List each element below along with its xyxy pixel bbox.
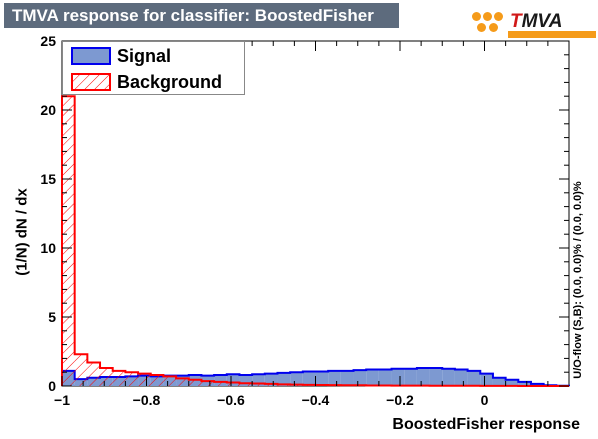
logo-dot	[489, 23, 498, 32]
x-tick-label: 0	[481, 392, 489, 408]
background-bin	[138, 373, 151, 386]
background-bin	[163, 376, 177, 386]
background-bin	[239, 383, 253, 386]
signal-bin	[302, 371, 316, 386]
background-bin	[74, 354, 88, 386]
signal-bin	[391, 368, 405, 386]
background-series-line	[61, 95, 569, 387]
legend-entry-background: Background	[71, 72, 222, 92]
signal-bin	[442, 368, 455, 386]
legend-entry-signal: Signal	[71, 46, 171, 66]
background-bin	[226, 382, 240, 386]
logo-dot	[472, 12, 481, 21]
signal-bin	[505, 379, 519, 386]
signal-bin	[518, 381, 531, 386]
x-tick-label: −0.8	[133, 392, 161, 408]
signal-bin	[328, 370, 341, 386]
signal-bin	[416, 368, 430, 386]
signal-bin	[454, 369, 468, 386]
signal-bin	[264, 373, 278, 386]
x-axis-label: BoostedFisher response	[392, 416, 580, 433]
y-tick-label: 10	[40, 240, 56, 256]
y-tick-label: 20	[40, 102, 56, 118]
legend-label-signal: Signal	[117, 45, 172, 66]
x-tick-label: −0.2	[386, 392, 414, 408]
signal-bin	[480, 373, 493, 386]
background-bin	[100, 368, 113, 386]
signal-bin	[378, 369, 392, 386]
background-bin	[252, 383, 265, 386]
logo-dot	[483, 12, 492, 21]
y-tick-label: 0	[48, 378, 56, 394]
signal-bin	[340, 370, 354, 386]
legend-label-background: Background	[117, 71, 223, 92]
y-axis-label: (1/N) dN / dx	[13, 188, 31, 276]
signal-bin	[277, 372, 291, 386]
y-tick-label: 15	[40, 171, 56, 187]
background-bin	[62, 96, 75, 386]
signal-bin	[239, 374, 253, 386]
signal-bin	[290, 372, 303, 386]
logo-text: TMVA	[510, 11, 562, 33]
background-bin	[214, 381, 227, 386]
x-tick-label: −0.6	[217, 392, 245, 408]
legend: Signal Background	[62, 41, 245, 95]
tmva-logo: TMVA	[470, 8, 596, 38]
background-bin	[176, 378, 189, 386]
chart-title: TMVA response for classifier: BoostedFis…	[4, 3, 399, 28]
background-bin	[201, 381, 215, 386]
signal-bin	[404, 368, 417, 386]
background-bin	[264, 383, 278, 386]
signal-bin	[226, 374, 240, 386]
background-bin	[112, 370, 126, 386]
signal-bin	[252, 374, 265, 386]
signal-bin	[214, 374, 227, 386]
logo-text-t: T	[510, 11, 522, 32]
x-tick-label: −1	[54, 392, 70, 408]
overflow-note: U/O-flow (S,B): (0.0, 0.0)% / (0.0, 0.0)…	[572, 181, 584, 379]
signal-bin	[315, 371, 329, 386]
logo-bar	[508, 31, 596, 38]
signal-bin	[530, 383, 544, 386]
background-bin	[150, 374, 164, 386]
y-tick-label: 5	[48, 309, 56, 325]
legend-swatch-background	[71, 73, 111, 91]
signal-bin	[492, 377, 506, 386]
background-bin	[87, 362, 101, 386]
logo-dot	[477, 23, 486, 32]
x-tick-label: −0.4	[302, 392, 330, 408]
background-bin	[125, 372, 139, 386]
background-bin	[188, 379, 202, 386]
signal-bin	[467, 370, 481, 386]
signal-bin	[366, 369, 379, 386]
logo-text-rest: MVA	[521, 11, 563, 32]
signal-bin	[429, 368, 443, 386]
legend-swatch-signal	[71, 47, 111, 65]
y-tick-label: 25	[40, 33, 56, 49]
logo-dot	[494, 12, 503, 21]
signal-bin	[353, 370, 367, 386]
